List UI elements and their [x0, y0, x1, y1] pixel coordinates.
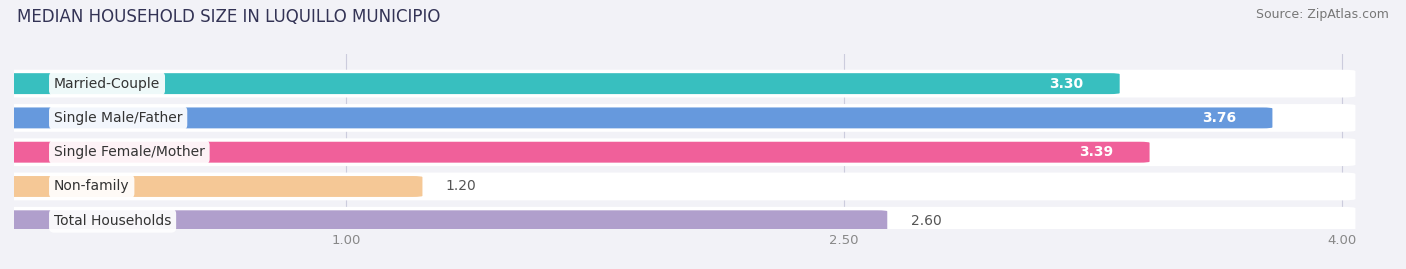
Text: Non-family: Non-family	[53, 179, 129, 193]
Text: Single Female/Mother: Single Female/Mother	[53, 145, 205, 159]
Text: 1.20: 1.20	[446, 179, 477, 193]
Text: Single Male/Father: Single Male/Father	[53, 111, 183, 125]
Text: Married-Couple: Married-Couple	[53, 77, 160, 91]
Text: 3.30: 3.30	[1049, 77, 1083, 91]
FancyBboxPatch shape	[1, 138, 1355, 166]
FancyBboxPatch shape	[4, 107, 1272, 128]
Text: 3.39: 3.39	[1078, 145, 1114, 159]
Text: Total Households: Total Households	[53, 214, 172, 228]
FancyBboxPatch shape	[1, 173, 1355, 200]
Text: Source: ZipAtlas.com: Source: ZipAtlas.com	[1256, 8, 1389, 21]
FancyBboxPatch shape	[1, 70, 1355, 97]
Text: 2.60: 2.60	[911, 214, 941, 228]
FancyBboxPatch shape	[4, 142, 1150, 163]
FancyBboxPatch shape	[1, 207, 1355, 235]
FancyBboxPatch shape	[1, 104, 1355, 132]
FancyBboxPatch shape	[4, 176, 422, 197]
FancyBboxPatch shape	[4, 210, 887, 231]
Text: MEDIAN HOUSEHOLD SIZE IN LUQUILLO MUNICIPIO: MEDIAN HOUSEHOLD SIZE IN LUQUILLO MUNICI…	[17, 8, 440, 26]
Text: 3.76: 3.76	[1202, 111, 1236, 125]
FancyBboxPatch shape	[4, 73, 1119, 94]
